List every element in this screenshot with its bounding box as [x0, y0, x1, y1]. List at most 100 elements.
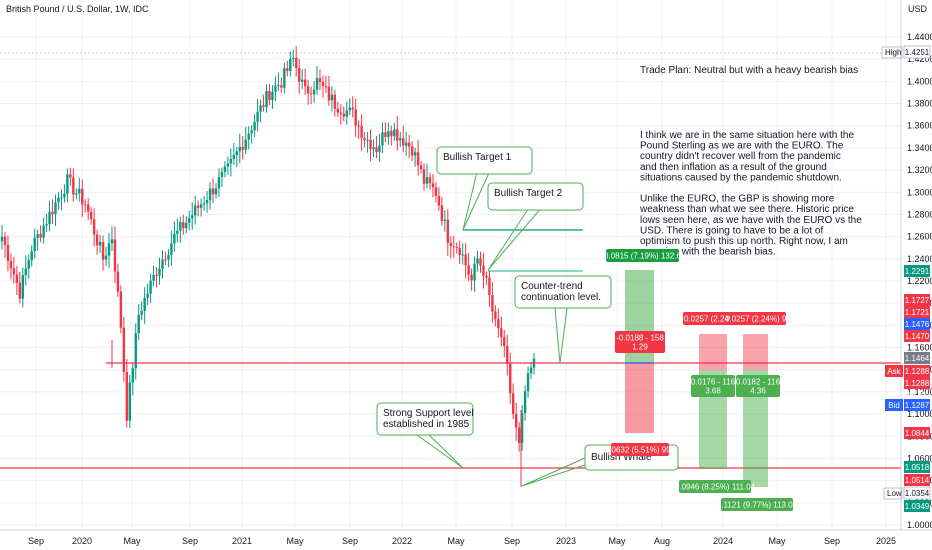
candle-down — [416, 152, 420, 166]
candle-up — [387, 130, 390, 137]
candle-down — [122, 327, 126, 373]
analysis-note-line: lows seen here, as we have with the EURO… — [640, 215, 862, 226]
candle-down — [155, 274, 158, 276]
candle-up — [33, 237, 36, 252]
candle-up — [271, 91, 274, 101]
svg-text:1.0518: 1.0518 — [905, 463, 930, 472]
price-label-0844: 1.0844 — [904, 427, 930, 439]
candle-up — [265, 90, 268, 108]
svg-text:1.1464: 1.1464 — [905, 354, 930, 363]
trade-plan-note: Trade Plan: Neutral but with a heavy bea… — [640, 65, 858, 76]
svg-text:0.0176 - 116: 0.0176 - 116 — [691, 378, 736, 387]
price-label-0514: 1.0514 — [904, 474, 930, 486]
candle-down — [15, 274, 19, 283]
candle-down — [500, 328, 503, 338]
candle-up — [226, 163, 230, 167]
candle-down — [390, 130, 393, 137]
candle-down — [39, 234, 42, 238]
candle-down — [491, 295, 494, 312]
candle-up — [523, 391, 527, 414]
candle-up — [30, 251, 33, 261]
candle-down — [422, 169, 426, 184]
svg-text:3.68: 3.68 — [705, 387, 721, 396]
price-axis[interactable]: 1.4400 1.4200 1.4000 1.3800 1.3600 1.3400 1.32… — [907, 32, 932, 530]
candle-down — [6, 244, 10, 262]
candle-down — [437, 195, 441, 206]
x-tick-label: Sep — [182, 536, 198, 546]
bullish-target-1-callout[interactable]: Bullish Target 1 — [436, 146, 533, 231]
svg-text:1.1476: 1.1476 — [905, 320, 930, 329]
candle-down — [482, 265, 485, 276]
candle-down — [101, 242, 105, 260]
candle-down — [363, 138, 366, 141]
candle-down — [467, 265, 470, 275]
candle-down — [309, 93, 313, 95]
high-tag: High — [885, 48, 901, 57]
candle-up — [520, 413, 524, 443]
candle-up — [179, 222, 182, 231]
candle-down — [69, 174, 72, 178]
candle-down — [517, 427, 521, 443]
candle-up — [277, 85, 280, 87]
candle-up — [143, 297, 146, 311]
candle-down — [357, 125, 360, 127]
analysis-note-line: country didn't recover well from the pan… — [640, 151, 841, 162]
price-label-high: 1.4251 — [903, 45, 931, 59]
candle-up — [0, 236, 4, 242]
candle-up — [223, 166, 227, 172]
x-tick-label: May — [123, 536, 141, 546]
bullish-target-2-callout[interactable]: Bullish Target 2 — [487, 182, 584, 271]
measure-box-red-3 — [743, 334, 768, 370]
y-tick-label: 1.2200 — [907, 276, 932, 286]
svg-text:1.29: 1.29 — [632, 343, 648, 352]
candle-up — [134, 333, 137, 369]
candle-up — [24, 268, 27, 276]
candle-down — [318, 78, 322, 82]
candle-down — [407, 142, 411, 147]
candle-up — [399, 138, 402, 141]
candle-down — [419, 165, 423, 170]
candle-down — [428, 177, 432, 184]
price-label-1470: 1.1470 — [904, 330, 930, 342]
candle-down — [51, 211, 54, 215]
candle-up — [45, 224, 48, 226]
bid-tag — [885, 399, 903, 411]
x-tick-label: 2024 — [713, 536, 733, 546]
svg-text:1.1721: 1.1721 — [905, 308, 930, 317]
callout-text: established in 1985 — [383, 419, 470, 430]
svg-text:0.0257 (2.24%) 97: 0.0257 (2.24%) 97 — [725, 315, 791, 324]
candle-down — [89, 211, 93, 220]
analysis-note-line: situations caused by the pandemic shutdo… — [640, 172, 842, 183]
x-tick-label: May — [286, 536, 304, 546]
candle-down — [92, 219, 96, 235]
bar-countdown: 4d 4h — [908, 391, 926, 398]
y-tick-label: 1.3800 — [907, 99, 932, 109]
candle-down — [3, 236, 7, 245]
candle-down — [434, 187, 438, 196]
analysis-note-line: agreeing with the bearish bias. — [640, 247, 776, 258]
candle-down — [286, 68, 289, 71]
candle-down — [306, 86, 310, 94]
candle-up — [378, 145, 381, 153]
bid-tag-text: Bid — [888, 401, 900, 410]
candle-up — [185, 222, 188, 229]
candle-down — [449, 243, 452, 247]
candle-down — [119, 291, 123, 328]
candle-up — [238, 147, 241, 152]
candle-up — [146, 293, 149, 298]
y-tick-label: 1.0600 — [907, 453, 932, 463]
time-axis[interactable]: Sep 2020 May Sep 2021 May Sep 2022 May Sep 2023 May… — [28, 536, 896, 546]
candle-up — [232, 155, 236, 159]
ask-tag — [885, 365, 903, 377]
candle-up — [173, 233, 176, 244]
svg-text:1.0514: 1.0514 — [905, 476, 930, 485]
candle-up — [393, 129, 396, 137]
candle-up — [152, 274, 155, 281]
candle-up — [188, 218, 191, 223]
